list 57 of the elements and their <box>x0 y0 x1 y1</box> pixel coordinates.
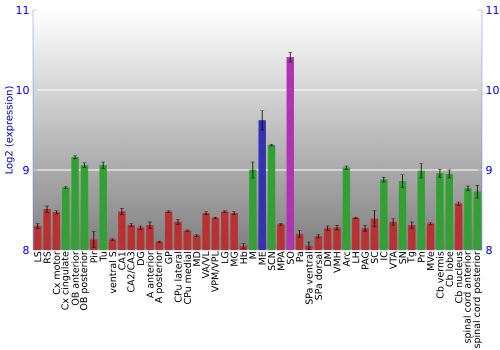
x-tick-label: VMH <box>334 252 340 273</box>
y-tick-label: 8 <box>23 246 29 254</box>
x-tick-label: SCN <box>268 252 276 270</box>
x-tick-label: Hb <box>240 252 248 264</box>
y2-tick-label: 11 <box>486 6 498 14</box>
x-tick-label: RS <box>43 252 51 263</box>
x-tick-label: DM <box>324 252 332 266</box>
x-tick-label: CPu medial <box>184 252 192 304</box>
y2-tick-label: 8 <box>486 246 492 254</box>
y-axis-title: Log2 (expression) <box>4 86 14 174</box>
x-tick-label: CA1 <box>118 252 126 270</box>
x-tick-label: Pa <box>296 252 304 262</box>
x-tick-label: PAG <box>361 252 369 270</box>
x-tick-label: Cx motor <box>52 251 60 294</box>
x-tick-label: SO <box>286 252 294 264</box>
x-tick-label: spinal cord posterior <box>472 251 482 348</box>
x-tick-label: Tg <box>407 252 416 264</box>
x-tick-label: MG <box>230 252 238 266</box>
x-tick-label: Cx cingulate <box>61 252 70 310</box>
x-tick-label: A anterior <box>146 251 154 298</box>
x-tick-label: Cb vermis <box>436 252 444 298</box>
y-tick-label: 9 <box>23 166 29 174</box>
x-tick-label: CA2/CA3 <box>127 252 136 292</box>
x-tick-label: IC <box>380 252 388 260</box>
x-tick-label: MVe <box>427 252 434 270</box>
x-tick-label: Pir <box>90 251 98 262</box>
x-tick-label: SC <box>370 252 378 264</box>
y-tick-label: 10 <box>16 86 29 94</box>
x-tick-label: SPa ventral <box>305 252 313 304</box>
x-tick-label: LG <box>221 252 228 263</box>
x-tick-label: VA/VL <box>202 251 210 278</box>
x-tick-label: MPA <box>277 251 284 270</box>
x-tick-label: LS <box>34 252 42 262</box>
x-tick-label: spinal cord anterior <box>463 251 473 343</box>
y-tick-label: 11 <box>16 6 28 14</box>
x-tick-label: OB anterior <box>71 251 79 306</box>
x-tick-label: Cb nucleus <box>454 252 462 303</box>
x-tick-label: VPM/VPL <box>212 251 220 292</box>
x-tick-label: A posterior <box>154 251 164 304</box>
x-tick-label: OB posterior <box>80 251 90 310</box>
x-tick-label: Pn <box>418 252 425 262</box>
y2-tick-label: 9 <box>486 166 492 174</box>
x-tick-label: ventral S <box>108 252 116 294</box>
x-tick-label: SN <box>398 252 406 264</box>
x-tick-label: Arc <box>342 252 350 266</box>
x-tick-label: LH <box>352 252 360 263</box>
x-tick-label: SPa dorsal <box>314 252 322 300</box>
x-tick-label: CPu lateral <box>174 252 182 302</box>
x-tick-label: MD <box>193 252 200 266</box>
x-tick-label: Tu <box>100 252 107 262</box>
x-tick-label: ME <box>258 252 266 264</box>
x-tick-label: M <box>249 252 256 258</box>
x-tick-label: VTA <box>390 251 397 270</box>
x-tick-label: DG <box>136 252 144 265</box>
y2-tick-label: 10 <box>486 86 499 94</box>
x-tick-label: GP <box>165 252 172 264</box>
x-tick-label: Cb lobe <box>446 252 453 287</box>
